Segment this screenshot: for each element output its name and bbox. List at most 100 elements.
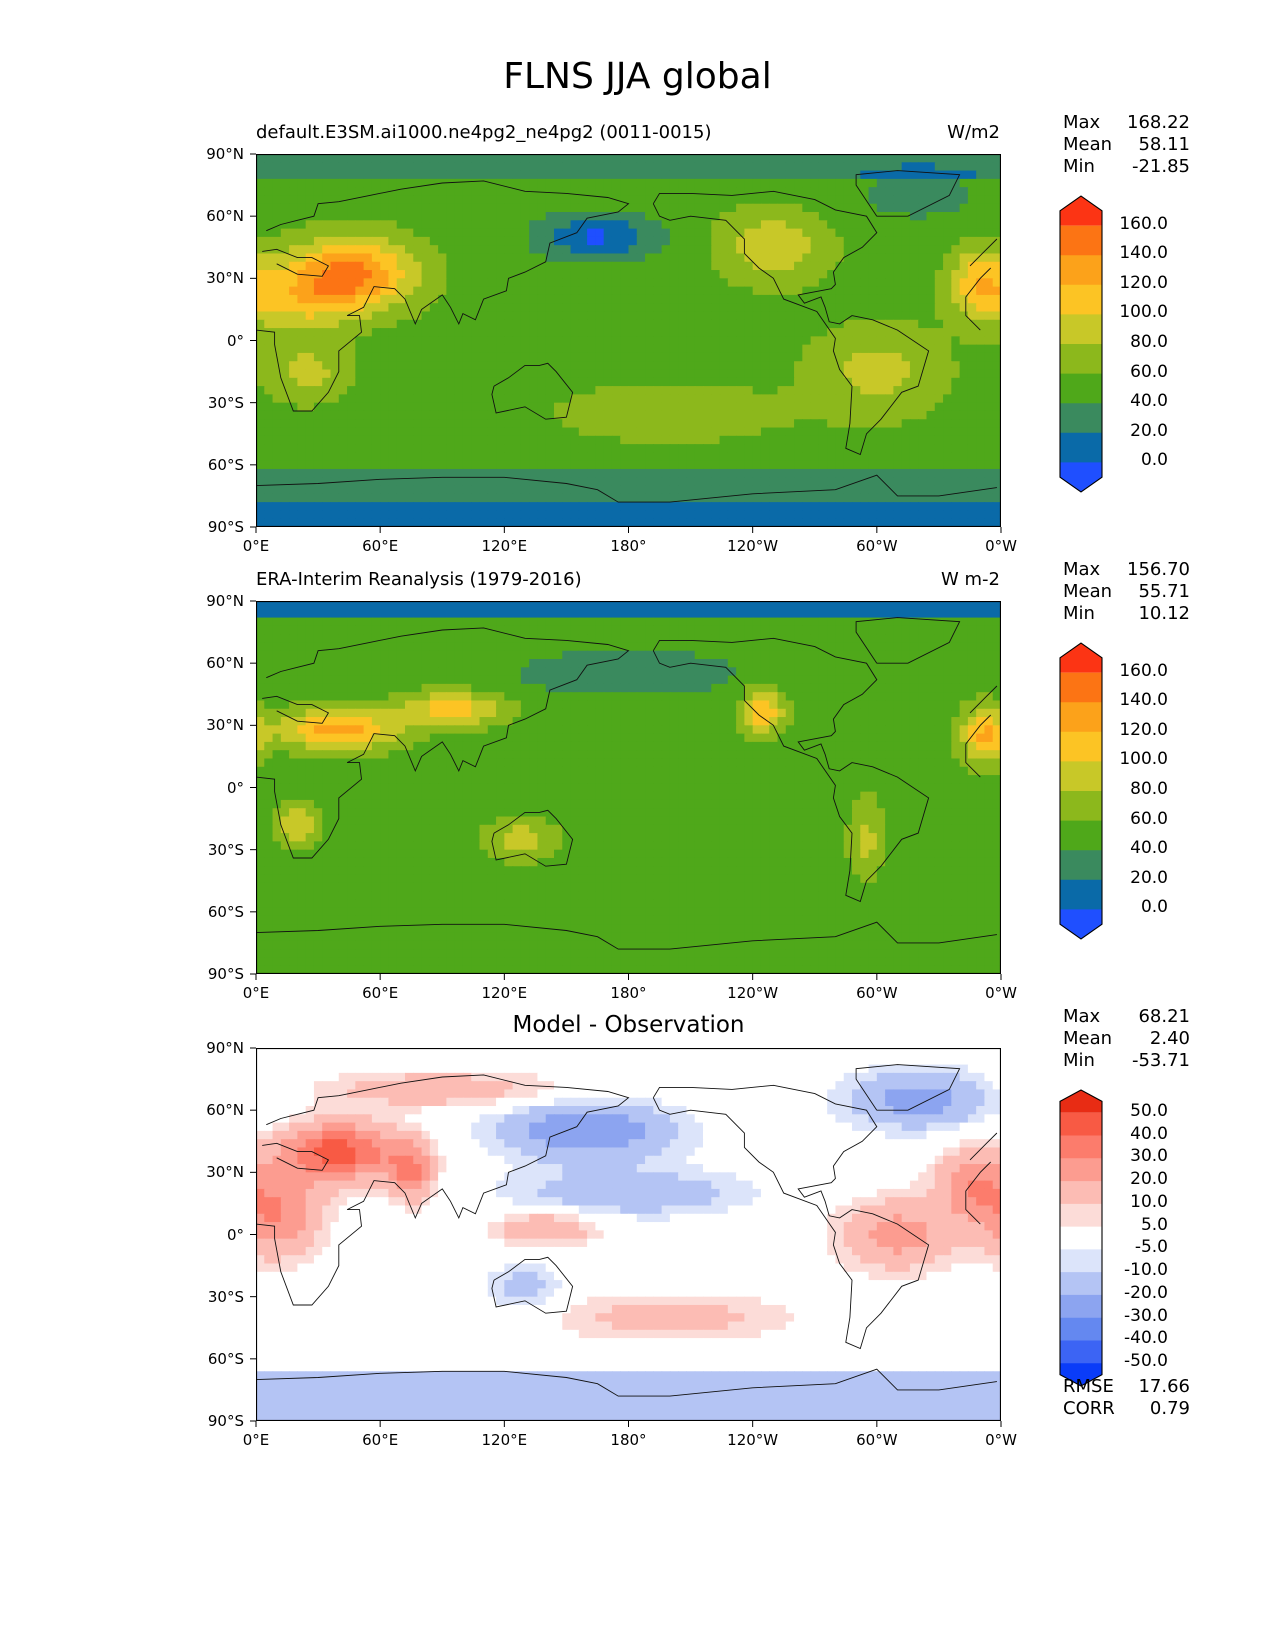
field-cell xyxy=(479,477,489,487)
field-cell xyxy=(603,402,613,412)
field-cell xyxy=(413,444,423,453)
field-cell xyxy=(827,667,837,677)
field-cell xyxy=(471,278,481,288)
field-cell xyxy=(926,294,936,304)
field-cell xyxy=(727,617,737,627)
field-cell xyxy=(777,419,787,429)
field-cell xyxy=(520,228,530,238)
field-cell xyxy=(595,667,605,677)
field-cell xyxy=(421,328,431,337)
field-cell xyxy=(380,344,390,354)
field-cell xyxy=(943,460,952,470)
field-cell xyxy=(537,617,547,627)
field-cell xyxy=(785,659,795,668)
field-cell xyxy=(305,187,315,197)
field-cell xyxy=(984,386,994,395)
field-cell xyxy=(992,261,1001,271)
field-cell xyxy=(653,410,663,420)
field-cell xyxy=(429,236,439,246)
field-cell xyxy=(371,634,381,644)
field-cell xyxy=(818,278,828,288)
field-cell xyxy=(496,386,505,395)
field-cell xyxy=(852,427,861,437)
field-cell xyxy=(554,410,563,420)
field-cell xyxy=(744,178,754,188)
field-cell xyxy=(611,187,621,197)
field-cell xyxy=(736,361,745,371)
field-cell xyxy=(587,336,596,346)
field-cell xyxy=(876,228,886,238)
field-cell xyxy=(438,402,447,412)
field-cell xyxy=(603,220,613,230)
field-cell xyxy=(934,435,944,445)
field-cell xyxy=(322,477,332,487)
field-cell xyxy=(396,675,406,685)
field-cell xyxy=(777,261,787,271)
field-cell xyxy=(744,162,754,172)
field-cell xyxy=(678,187,688,197)
field-cell xyxy=(794,518,803,527)
field-cell xyxy=(645,319,654,329)
field-cell xyxy=(512,369,522,379)
field-cell xyxy=(876,311,886,321)
field-cell xyxy=(694,659,704,668)
field-cell xyxy=(976,625,986,635)
field-cell xyxy=(686,419,696,429)
field-cell xyxy=(272,634,282,644)
field-cell xyxy=(943,336,952,346)
field-cell xyxy=(934,386,944,395)
field-cell xyxy=(653,452,663,462)
field-cell xyxy=(636,659,646,668)
field-cell xyxy=(496,625,505,635)
field-cell xyxy=(545,493,555,503)
field-cell xyxy=(554,642,563,652)
field-cell xyxy=(794,352,803,362)
field-cell xyxy=(330,294,340,304)
field-cell xyxy=(272,427,282,437)
field-cell xyxy=(504,667,514,677)
field-cell xyxy=(504,369,514,379)
field-cell xyxy=(744,336,754,346)
field-cell xyxy=(520,286,530,296)
field-cell xyxy=(818,352,828,362)
field-cell xyxy=(810,444,820,453)
field-cell xyxy=(967,328,977,337)
field-cell xyxy=(454,419,464,429)
field-cell xyxy=(835,187,845,197)
field-cell xyxy=(868,601,878,610)
field-cell xyxy=(462,485,472,495)
field-cell xyxy=(926,278,936,288)
field-cell xyxy=(297,410,307,420)
field-cell xyxy=(686,667,696,677)
field-cell xyxy=(313,195,323,205)
field-cell xyxy=(976,170,986,180)
field-cell xyxy=(827,319,837,329)
field-cell xyxy=(661,195,671,205)
field-cell xyxy=(462,510,472,520)
field-cell xyxy=(479,336,489,346)
field-cell xyxy=(587,303,596,313)
field-cell xyxy=(992,435,1001,445)
field-cell xyxy=(992,510,1001,520)
field-cell xyxy=(554,617,563,627)
field-cell xyxy=(835,667,845,677)
field-cell xyxy=(876,485,886,495)
field-cell xyxy=(413,402,423,412)
field-cell xyxy=(744,609,754,619)
field-cell xyxy=(876,419,886,429)
field-cell xyxy=(620,253,630,263)
field-cell xyxy=(347,493,356,503)
field-cell xyxy=(860,468,870,478)
field-cell xyxy=(876,444,886,453)
field-cell xyxy=(909,328,919,337)
field-cell xyxy=(843,253,853,263)
field-cell xyxy=(305,468,315,478)
field-cell xyxy=(711,170,721,180)
field-cell xyxy=(272,236,282,246)
field-cell xyxy=(388,220,398,230)
field-cell xyxy=(462,601,472,610)
field-cell xyxy=(603,203,613,213)
field-cell xyxy=(727,444,737,453)
field-cell xyxy=(545,187,555,197)
field-cell xyxy=(951,170,961,180)
